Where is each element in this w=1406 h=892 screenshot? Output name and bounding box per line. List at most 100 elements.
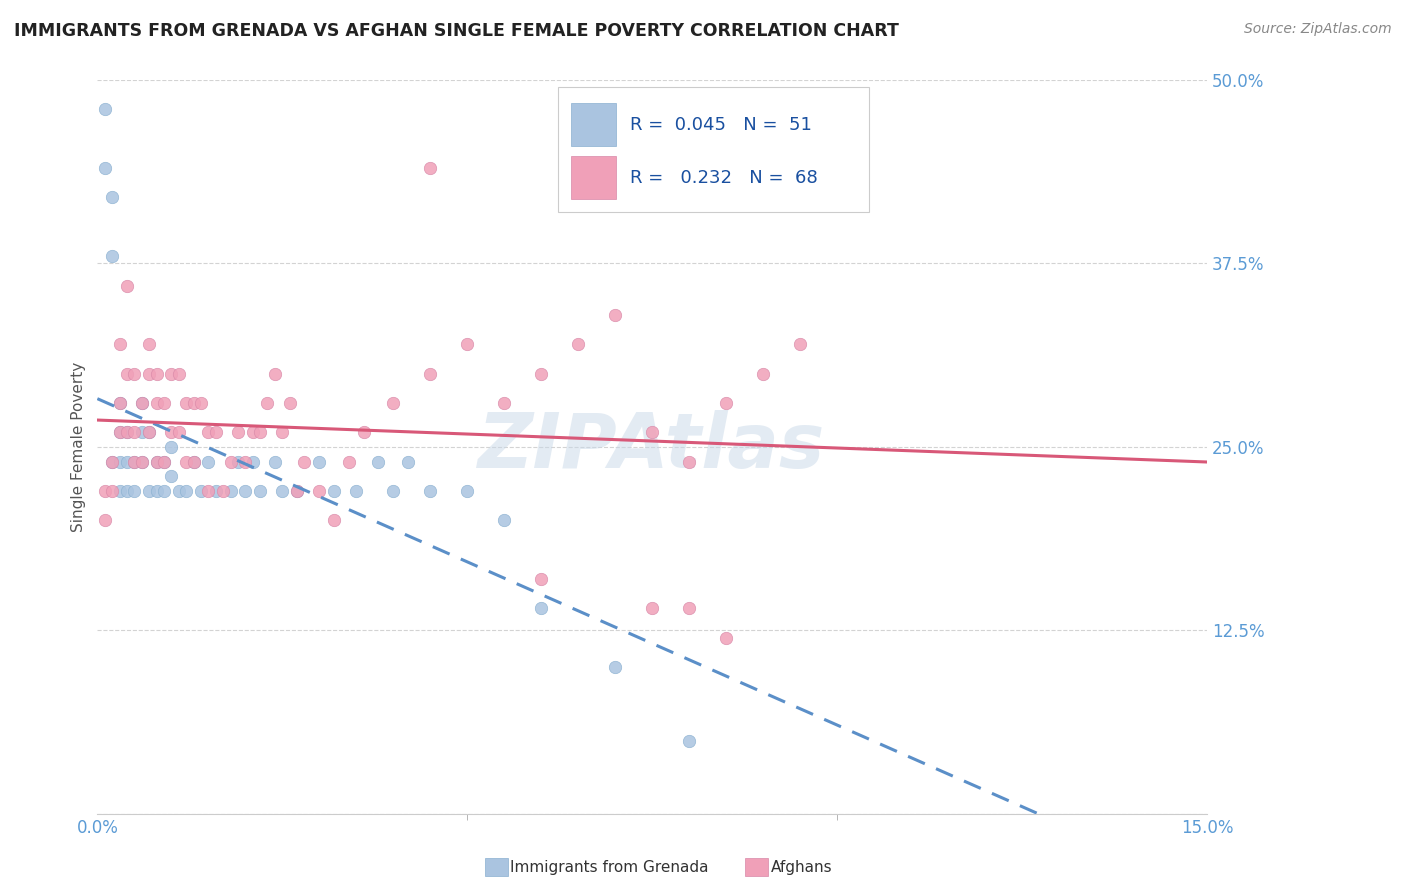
Point (124, 483, 146, 498)
Point (264, 367, 287, 381)
Text: Source: ZipAtlas.com: Source: ZipAtlas.com (1244, 22, 1392, 37)
Point (204, 483, 226, 498)
Text: R =  0.045   N =  51: R = 0.045 N = 51 (630, 116, 811, 134)
Point (101, 455, 124, 469)
Text: ZIPAtlas: ZIPAtlas (478, 410, 825, 484)
Point (419, 161, 441, 175)
Y-axis label: Single Female Poverty: Single Female Poverty (72, 362, 86, 533)
Point (101, 483, 124, 498)
Point (115, 425, 138, 440)
Point (197, 455, 219, 469)
Point (115, 425, 138, 440)
Point (242, 425, 264, 440)
Point (233, 483, 256, 498)
Point (567, 337, 589, 351)
Point (145, 483, 167, 498)
Point (714, 631, 737, 645)
Point (145, 455, 167, 469)
Point (115, 455, 138, 469)
Point (605, 308, 627, 322)
Point (285, 483, 308, 498)
Point (131, 396, 153, 410)
Text: Afghans: Afghans (770, 860, 832, 874)
Point (197, 425, 219, 440)
Point (131, 396, 153, 410)
Point (153, 396, 176, 410)
Point (160, 425, 183, 440)
Point (641, 601, 664, 615)
Text: Immigrants from Grenada: Immigrants from Grenada (510, 860, 709, 874)
Point (138, 337, 160, 351)
Point (174, 455, 197, 469)
FancyBboxPatch shape (558, 87, 869, 212)
Point (131, 455, 153, 469)
Point (138, 483, 160, 498)
Point (382, 483, 405, 498)
Point (530, 601, 553, 615)
Point (101, 455, 124, 469)
Point (131, 425, 153, 440)
Point (419, 367, 441, 381)
Point (212, 483, 235, 498)
Point (494, 396, 516, 410)
Point (714, 396, 737, 410)
Point (183, 396, 205, 410)
Point (115, 483, 138, 498)
Point (678, 601, 700, 615)
Text: IMMIGRANTS FROM GRENADA VS AFGHAN SINGLE FEMALE POVERTY CORRELATION CHART: IMMIGRANTS FROM GRENADA VS AFGHAN SINGLE… (14, 22, 898, 40)
Point (108, 396, 131, 410)
Point (752, 367, 775, 381)
Point (145, 455, 167, 469)
Point (190, 483, 212, 498)
Point (197, 483, 219, 498)
Point (108, 425, 131, 440)
Point (94, 103, 117, 117)
Point (101, 190, 124, 204)
Point (131, 455, 153, 469)
Point (167, 367, 190, 381)
Point (530, 367, 553, 381)
Point (124, 367, 146, 381)
Point (678, 733, 700, 747)
Point (108, 455, 131, 469)
Point (323, 513, 346, 527)
Point (271, 483, 294, 498)
Point (530, 572, 553, 586)
Point (233, 455, 256, 469)
Point (160, 440, 183, 454)
Point (285, 483, 308, 498)
Point (308, 483, 330, 498)
Point (323, 483, 346, 498)
Point (145, 396, 167, 410)
Point (183, 455, 205, 469)
Point (204, 425, 226, 440)
Point (94, 513, 117, 527)
Point (271, 425, 294, 440)
Point (419, 483, 441, 498)
Point (641, 425, 664, 440)
Point (153, 483, 176, 498)
Point (337, 455, 360, 469)
Point (190, 396, 212, 410)
Point (108, 425, 131, 440)
Point (256, 396, 278, 410)
Point (124, 455, 146, 469)
Point (183, 455, 205, 469)
Point (456, 337, 478, 351)
Point (167, 425, 190, 440)
Point (294, 455, 316, 469)
Point (789, 337, 811, 351)
Point (94, 161, 117, 175)
Point (174, 483, 197, 498)
Point (396, 455, 419, 469)
Point (344, 483, 367, 498)
Point (115, 278, 138, 293)
Point (353, 425, 375, 440)
Point (174, 396, 197, 410)
Point (138, 367, 160, 381)
Point (138, 425, 160, 440)
Point (219, 455, 242, 469)
Text: R =   0.232   N =  68: R = 0.232 N = 68 (630, 169, 818, 186)
FancyBboxPatch shape (571, 103, 616, 146)
Point (160, 469, 183, 483)
